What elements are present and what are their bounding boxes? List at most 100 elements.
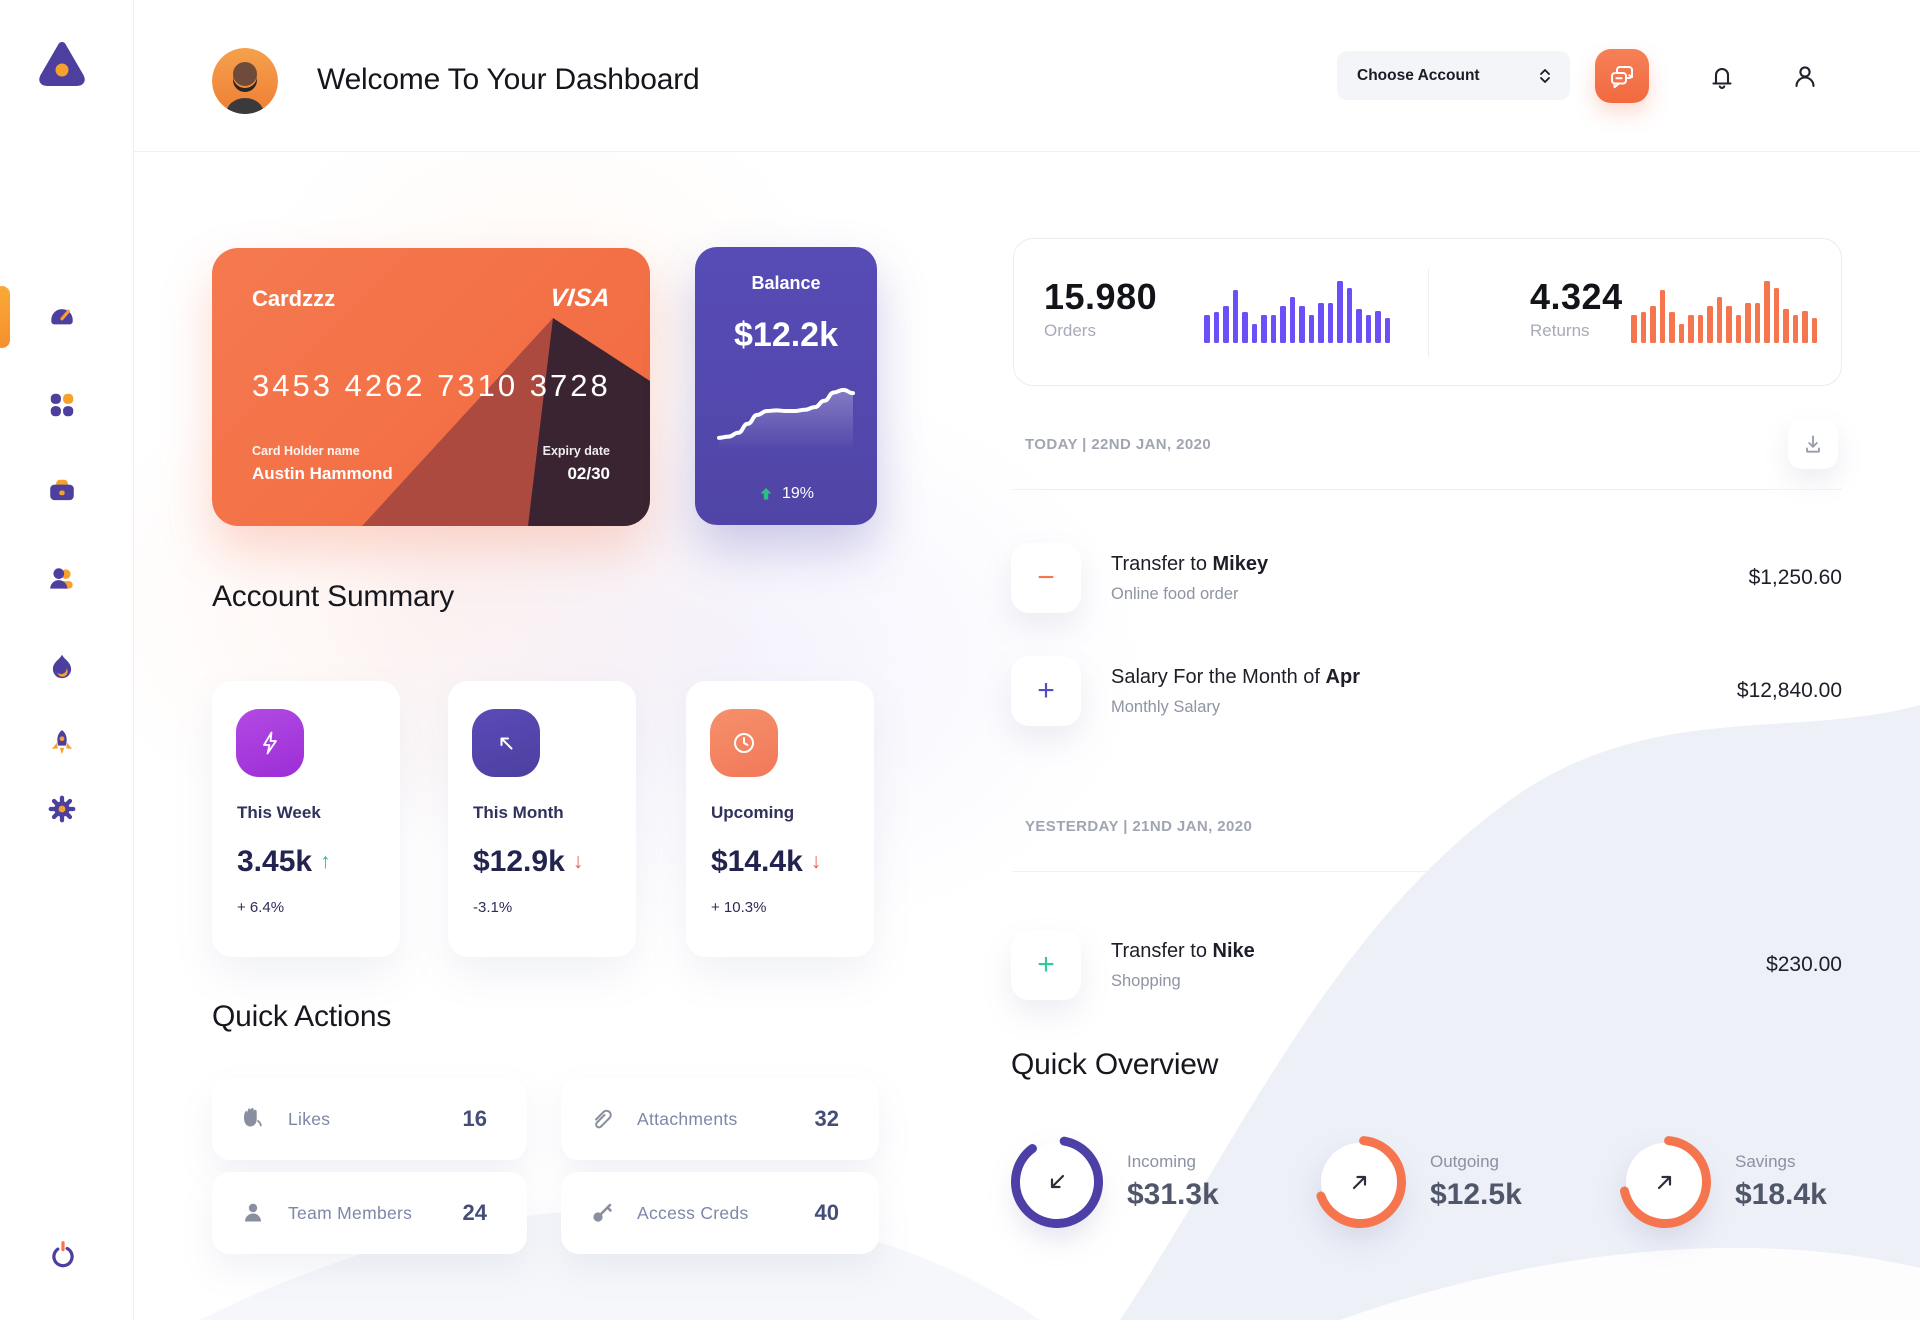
notifications-button[interactable] [1707,62,1737,92]
clock-icon-badge [710,709,778,777]
overview-value: $31.3k [1127,1178,1219,1211]
key-icon [593,1203,612,1222]
profile-button[interactable] [1790,62,1820,92]
quick-overview-title: Quick Overview [1011,1048,1219,1081]
returns-label: Returns [1530,321,1590,340]
summary-value: 3.45k [237,845,313,878]
transaction-subtitle: Monthly Salary [1111,697,1221,716]
summary-card-month: This Month $12.9k ↓ -3.1% [448,681,636,957]
overview-label: Outgoing [1430,1152,1499,1171]
quick-action-likes[interactable]: Likes 16 [212,1078,527,1160]
download-button[interactable] [1788,419,1838,469]
summary-value: $14.4k [711,845,803,878]
summary-period: This Week [237,803,321,822]
account-select-value: Choose Account [1357,66,1480,84]
balance-amount: $12.2k [734,316,838,354]
avatar-photo [212,48,278,114]
active-nav-indicator [0,286,10,348]
transaction-row[interactable]: + Transfer to Nike Shopping $230.00 [1011,930,1842,1000]
avatar[interactable] [212,48,278,114]
summary-card-upcoming: Upcoming $14.4k ↓ + 10.3% [686,681,874,957]
sidebar-item-trending[interactable] [47,652,79,684]
chat-bubbles-icon [1611,66,1633,89]
rocket-icon [51,730,73,755]
quick-action-count: 40 [814,1200,839,1225]
person-icon [245,1203,261,1222]
orders-value: 15.980 [1044,276,1158,317]
overview-value: $18.4k [1735,1178,1827,1211]
page-title: Welcome To Your Dashboard [317,63,700,96]
card-holder-label: Card Holder name [252,444,360,458]
account-select[interactable]: Choose Account [1337,51,1570,100]
arrow-up-left-icon [500,737,513,750]
card-expiry-label: Expiry date [542,444,610,458]
logout-button[interactable] [48,1240,78,1270]
quick-action-team-members[interactable]: Team Members 24 [212,1172,527,1254]
clock-icon [734,733,754,753]
balance-trend-value: 19% [781,485,815,502]
credit-card: Cardzzz VISA 3453 4262 7310 3728 Card Ho… [212,248,650,526]
visa-logo: VISA [548,284,612,312]
sidebar-item-launch[interactable] [47,728,79,760]
balance-title: Balance [751,273,821,293]
transaction-amount: $230.00 [1766,953,1842,976]
summary-period: Upcoming [711,803,795,822]
transaction-sign-minus: − [1011,543,1081,613]
transaction-title-bold: Nike [1212,939,1255,962]
transaction-sign-plus: + [1011,656,1081,726]
transaction-title-bold: Apr [1325,665,1360,688]
card-name: Cardzzz [252,286,336,311]
summary-change: + 6.4% [237,899,285,916]
card-holder-name: Austin Hammond [252,464,393,483]
quick-action-attachments[interactable]: Attachments 32 [561,1078,879,1160]
up-arrow-icon [760,488,772,500]
quick-action-label: Attachments [637,1108,738,1129]
transaction-title-bold: Mikey [1212,552,1269,575]
power-icon [52,1241,74,1268]
card-triangle-art [362,318,650,526]
divider [1013,489,1842,490]
arrow-up-right-icon [1352,1175,1367,1190]
trend-arrow: ↓ [572,850,584,873]
quick-action-label: Likes [288,1108,331,1129]
arrow-down-left-icon [1050,1174,1065,1189]
transactions-date-today: TODAY | 22ND JAN, 2020 [1025,436,1212,453]
sidebar-item-dashboard[interactable] [47,300,79,332]
returns-stat: 4.324 Returns [1530,277,1623,341]
transaction-row[interactable]: + Salary For the Month of Apr Monthly Sa… [1011,656,1842,726]
overview-incoming: Incoming $31.3k [1011,1136,1219,1228]
arrow-up-right-icon [1657,1175,1672,1190]
summary-change: + 10.3% [711,899,767,916]
transactions-date-yesterday: YESTERDAY | 21ND JAN, 2020 [1025,818,1253,835]
briefcase-icon [50,479,74,501]
sidebar [0,0,134,1320]
transaction-row[interactable]: − Transfer to Mikey Online food order $1… [1011,543,1842,613]
triangle-logo-icon [39,42,85,86]
quick-action-access-creds[interactable]: Access Creds 40 [561,1172,879,1254]
summary-value: $12.9k [473,845,565,878]
gear-icon [48,795,76,823]
summary-card-week: This Week 3.45k ↑ + 6.4% [212,681,400,957]
transaction-amount: $1,250.60 [1748,566,1842,589]
balance-card: Balance $12.2k 19% [695,247,877,525]
sidebar-item-contacts[interactable] [47,564,79,596]
lightning-bolt-icon [263,731,277,755]
overview-label: Incoming [1127,1152,1196,1171]
orders-label: Orders [1044,321,1096,340]
sidebar-item-settings[interactable] [47,794,79,826]
chat-button[interactable] [1595,49,1649,103]
quick-action-label: Team Members [288,1202,413,1223]
orders-returns-panel: 15.980 Orders 4.324 Returns [1013,238,1842,386]
trend-arrow: ↑ [320,850,331,873]
balance-sparkline [717,387,855,451]
account-summary-title: Account Summary [212,580,455,613]
orders-bar-chart [1204,281,1390,343]
sidebar-item-apps[interactable] [47,390,79,422]
sidebar-item-portfolio[interactable] [47,476,79,508]
quick-action-label: Access Creds [637,1202,749,1223]
card-expiry: 02/30 [567,464,610,483]
clap-hand-icon [244,1108,262,1127]
lightning-icon-badge [236,709,304,777]
savings-ring [1619,1136,1711,1228]
